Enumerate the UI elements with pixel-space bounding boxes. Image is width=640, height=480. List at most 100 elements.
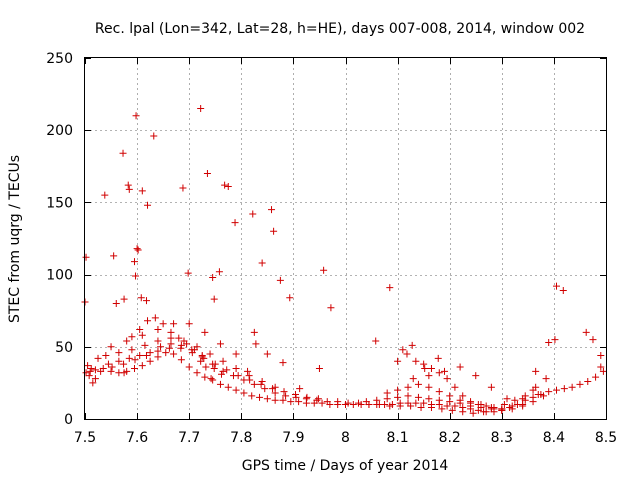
data-point	[503, 395, 511, 403]
data-point	[435, 396, 443, 404]
data-point	[115, 357, 123, 365]
data-point	[130, 258, 138, 266]
data-point	[318, 399, 326, 407]
data-point	[138, 187, 146, 195]
data-point	[97, 367, 105, 375]
data-point	[246, 376, 254, 384]
data-point	[282, 392, 290, 400]
data-point	[150, 132, 158, 140]
data-point	[209, 376, 217, 384]
data-point	[250, 328, 258, 336]
data-point	[448, 406, 456, 414]
data-point	[120, 360, 128, 368]
axis-ticks	[85, 58, 607, 420]
data-point	[175, 334, 183, 342]
data-point	[146, 357, 154, 365]
data-point	[252, 340, 260, 348]
data-point	[112, 299, 120, 307]
x-tick-label: 7.7	[178, 430, 200, 446]
data-point	[421, 364, 429, 372]
data-point	[280, 388, 288, 396]
data-point	[584, 377, 592, 385]
data-point	[425, 395, 433, 403]
data-point	[91, 366, 99, 374]
x-tick-label: 8.5	[595, 430, 617, 446]
data-point	[201, 373, 209, 381]
data-point	[443, 375, 451, 383]
data-point	[133, 245, 141, 253]
data-point	[500, 401, 508, 409]
data-point	[177, 356, 185, 364]
data-point	[261, 385, 269, 393]
data-point	[157, 343, 165, 351]
data-point	[219, 367, 227, 375]
data-point	[84, 362, 92, 370]
data-point	[206, 350, 214, 358]
data-point	[85, 372, 93, 380]
data-point	[469, 409, 477, 417]
data-point	[231, 219, 239, 227]
y-axis-label: STEC from uqrg / TECUs	[7, 155, 23, 323]
data-point	[386, 402, 394, 410]
data-point	[234, 372, 242, 380]
data-point	[250, 380, 258, 388]
data-point	[94, 354, 102, 362]
data-point	[529, 386, 537, 394]
data-point	[532, 367, 540, 375]
data-point	[131, 356, 139, 364]
grid	[85, 58, 606, 419]
data-point	[101, 191, 109, 199]
data-point	[372, 337, 380, 345]
x-tick-label: 7.9	[282, 430, 304, 446]
data-point	[223, 366, 231, 374]
data-point	[146, 349, 154, 357]
data-point	[553, 386, 561, 394]
data-point	[487, 383, 495, 391]
data-point	[154, 337, 162, 345]
data-point	[165, 344, 173, 352]
data-point	[456, 363, 464, 371]
data-point	[86, 367, 94, 375]
data-point	[435, 369, 443, 377]
data-point	[87, 364, 95, 372]
data-point	[203, 170, 211, 178]
data-point	[451, 402, 459, 410]
data-point	[511, 396, 519, 404]
data-point	[568, 383, 576, 391]
data-point	[409, 375, 417, 383]
data-point	[162, 349, 170, 357]
data-point	[292, 393, 300, 401]
data-point	[534, 390, 542, 398]
data-point	[386, 284, 394, 292]
data-point	[141, 341, 149, 349]
data-point	[159, 320, 167, 328]
data-point	[446, 392, 454, 400]
data-point	[177, 344, 185, 352]
data-point	[362, 398, 370, 406]
data-point	[108, 363, 116, 371]
data-point	[123, 337, 131, 345]
data-point	[232, 350, 240, 358]
data-point	[576, 380, 584, 388]
data-point	[302, 395, 310, 403]
data-point	[216, 340, 224, 348]
data-point	[480, 408, 488, 416]
data-point	[125, 354, 133, 362]
data-point	[420, 399, 428, 407]
data-point	[589, 336, 597, 344]
data-point	[592, 373, 600, 381]
data-point	[151, 314, 159, 322]
data-point	[425, 372, 433, 380]
data-point	[303, 393, 311, 401]
data-point	[107, 343, 115, 351]
data-point	[138, 362, 146, 370]
data-point	[291, 390, 299, 398]
data-point	[177, 341, 185, 349]
data-point	[553, 282, 561, 290]
x-tick-label: 8.2	[439, 430, 461, 446]
data-point	[132, 112, 140, 120]
data-point	[183, 340, 191, 348]
data-point	[438, 405, 446, 413]
x-tick-label: 8.4	[543, 430, 565, 446]
